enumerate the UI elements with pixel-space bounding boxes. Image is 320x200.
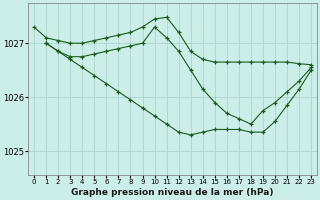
X-axis label: Graphe pression niveau de la mer (hPa): Graphe pression niveau de la mer (hPa) xyxy=(71,188,274,197)
